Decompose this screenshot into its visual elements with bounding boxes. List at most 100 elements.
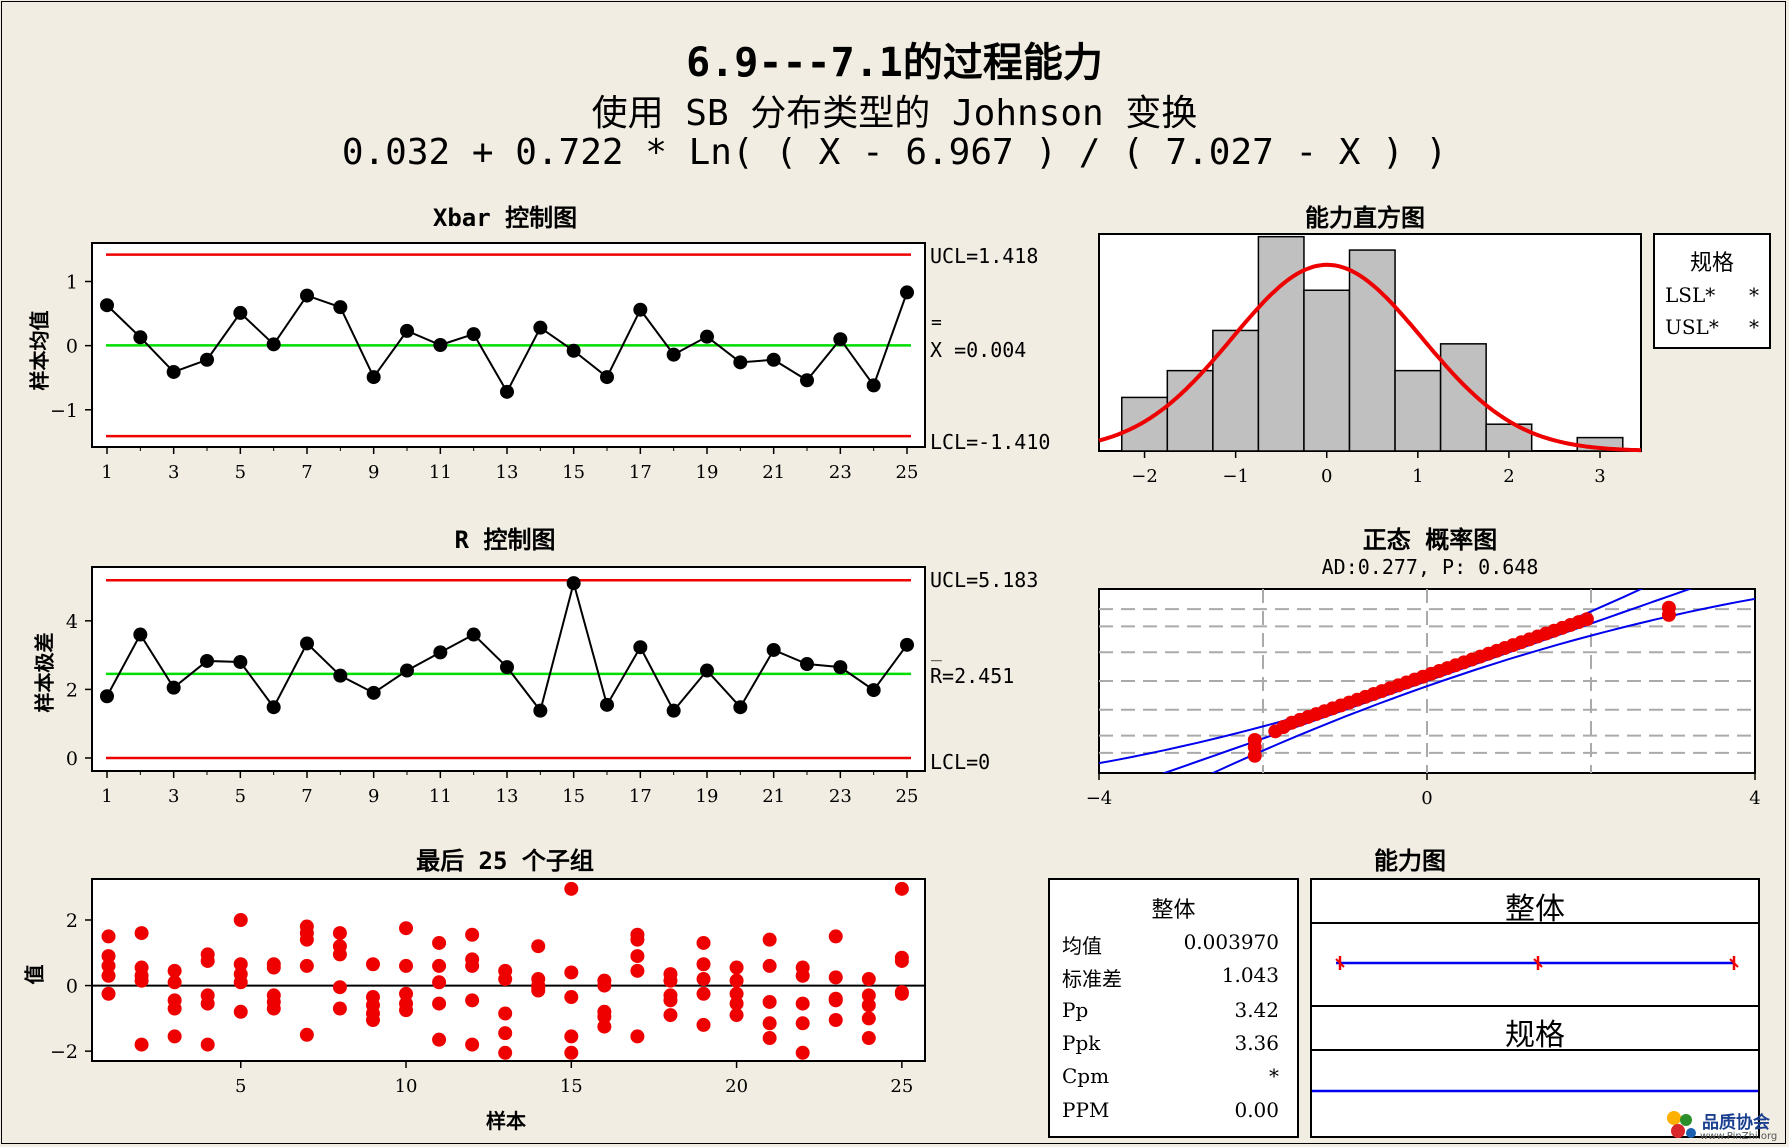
r-x-tick-label: 21 bbox=[762, 786, 785, 807]
overall-header bbox=[1312, 880, 1758, 924]
r-data-point bbox=[400, 663, 414, 678]
values-data-point bbox=[597, 978, 612, 993]
main-title: 6.9---7.1的过程能力 bbox=[686, 40, 1103, 86]
values-data-point bbox=[299, 932, 314, 947]
r-data-point bbox=[533, 703, 548, 718]
xbar-x-tick-label: 11 bbox=[429, 462, 452, 483]
xbar-x-tick-label: 21 bbox=[762, 462, 785, 483]
values-data-point bbox=[762, 1016, 777, 1031]
xbar-data-point bbox=[700, 329, 714, 344]
values-data-point bbox=[365, 1013, 380, 1028]
xbar-center-label: X =0.004 bbox=[930, 338, 1027, 362]
values-data-point bbox=[266, 1001, 281, 1016]
values-y-tick-label: 0 bbox=[66, 976, 78, 998]
xbar-data-point bbox=[366, 370, 381, 385]
values-data-point bbox=[134, 973, 149, 988]
probability-plot-title: 正态 概率图 bbox=[1362, 526, 1498, 554]
spec-legend-box: 规格 LSL* * USL* * bbox=[1653, 233, 1771, 349]
r-data-point bbox=[266, 700, 281, 715]
xbar-data-point bbox=[166, 364, 181, 379]
xbar-data-point bbox=[466, 327, 481, 342]
stat-label: 标准差 bbox=[1062, 967, 1122, 991]
r-data-point bbox=[666, 703, 681, 718]
values-data-point bbox=[233, 1004, 248, 1019]
histogram-x-tick-label: 3 bbox=[1594, 466, 1605, 487]
r-data-point bbox=[366, 685, 381, 700]
xbar-x-tick-label: 5 bbox=[235, 462, 246, 483]
values-data-point bbox=[399, 958, 414, 973]
values-data-point bbox=[630, 963, 645, 978]
values-data-point bbox=[233, 957, 248, 972]
values-data-point bbox=[365, 957, 380, 972]
values-data-point bbox=[498, 1006, 513, 1021]
values-x-label: 样本 bbox=[486, 1109, 526, 1133]
xbar-data-point bbox=[800, 373, 814, 388]
values-data-point bbox=[795, 968, 810, 983]
r-data-point bbox=[866, 683, 881, 698]
stat-label: 均值 bbox=[1062, 934, 1102, 958]
values-data-point bbox=[696, 972, 711, 987]
r-x-tick-label: 13 bbox=[496, 786, 519, 807]
stat-value: 1.043 bbox=[1221, 963, 1279, 987]
stat-value: 3.36 bbox=[1234, 1031, 1279, 1055]
last-subgroups-title: 最后 25 个子组 bbox=[416, 847, 594, 875]
values-data-point bbox=[266, 960, 281, 975]
values-data-point bbox=[597, 1009, 612, 1024]
r-x-tick-label: 25 bbox=[896, 786, 919, 807]
xbar-y-tick-label: −1 bbox=[50, 400, 78, 422]
values-data-point bbox=[795, 1045, 810, 1060]
capability-plot-box: 整体 规格 bbox=[1310, 878, 1760, 1138]
probability-x-tick-label: 0 bbox=[1421, 788, 1432, 809]
r-data-point bbox=[233, 654, 248, 669]
xbar-x-tick-label: 15 bbox=[562, 462, 585, 483]
overall-interval-marker-tip bbox=[1533, 958, 1543, 968]
xbar-x-tick-label: 13 bbox=[496, 462, 519, 483]
r-data-point bbox=[500, 660, 514, 675]
values-data-point bbox=[894, 953, 909, 968]
probability-data-point bbox=[1661, 600, 1676, 615]
values-data-point bbox=[200, 953, 215, 968]
probability-x-tick-label: 4 bbox=[1749, 788, 1760, 809]
stat-label: Cpm bbox=[1062, 1064, 1110, 1088]
histogram-x-tick-label: 0 bbox=[1321, 466, 1332, 487]
stat-stdev: 标准差 1.043 bbox=[1062, 963, 1279, 995]
values-data-point bbox=[332, 926, 347, 941]
xbar-lcl-label: LCL=-1.410 bbox=[930, 430, 1051, 454]
values-data-point bbox=[696, 986, 711, 1001]
subtitle-formula: 0.032 + 0.722 * Ln( ( X - 6.967 ) / ( 7.… bbox=[341, 132, 1448, 173]
xbar-center-bar: = bbox=[931, 312, 942, 333]
values-data-point bbox=[101, 949, 116, 964]
histogram-bar bbox=[1257, 235, 1305, 452]
xbar-data-point bbox=[533, 320, 548, 335]
xbar-x-tick-label: 23 bbox=[829, 462, 852, 483]
values-y-tick-label: −2 bbox=[50, 1041, 78, 1063]
values-data-point bbox=[861, 1031, 876, 1046]
watermark-url: www.PinZhi.org bbox=[1700, 1131, 1778, 1142]
xbar-data-point bbox=[133, 330, 148, 345]
values-data-point bbox=[498, 1026, 513, 1041]
r-ucl-label: UCL=5.183 bbox=[930, 568, 1039, 592]
xbar-x-tick-label: 19 bbox=[696, 462, 719, 483]
usl-label: USL* bbox=[1665, 315, 1719, 339]
xbar-data-point bbox=[433, 338, 448, 352]
values-data-point bbox=[762, 958, 777, 973]
histogram-title: 能力直方图 bbox=[1305, 204, 1425, 232]
xbar-chart-title: Xbar 控制图 bbox=[432, 204, 578, 232]
r-data-point bbox=[700, 663, 714, 678]
values-data-point bbox=[729, 973, 744, 988]
values-data-point bbox=[795, 1016, 810, 1031]
xbar-data-point bbox=[200, 352, 214, 367]
stat-value: 3.42 bbox=[1234, 998, 1279, 1022]
values-data-point bbox=[399, 921, 414, 936]
overall-interval-marker-tip bbox=[1335, 958, 1345, 968]
stat-value: * bbox=[1269, 1064, 1279, 1088]
r-x-tick-label: 11 bbox=[429, 786, 452, 807]
r-data-point bbox=[100, 689, 114, 704]
xbar-y-tick-label: 0 bbox=[66, 336, 78, 358]
r-center-bar: _ bbox=[931, 641, 942, 662]
stat-label: PPM bbox=[1062, 1098, 1110, 1122]
r-data-point bbox=[133, 627, 148, 642]
xbar-x-tick-label: 7 bbox=[301, 462, 312, 483]
xbar-data-point bbox=[566, 343, 581, 358]
